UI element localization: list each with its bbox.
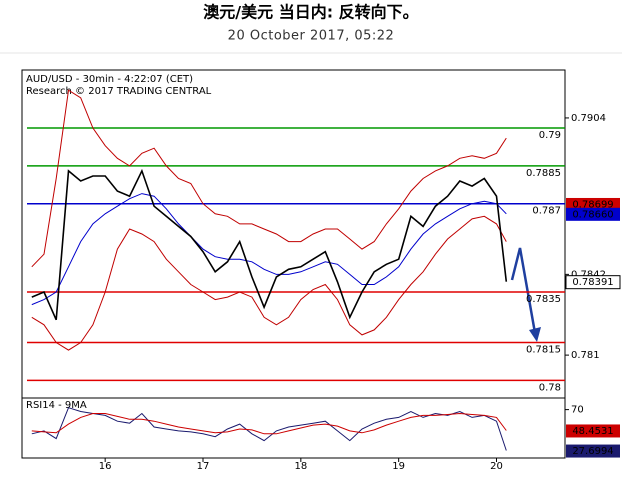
value-box-label: 0.78699 (572, 199, 613, 210)
value-box-label: 0.78660 (572, 209, 613, 220)
level-label: 0.79 (539, 130, 561, 141)
chart-title: AUD/USD - 30min - 4:22:07 (CET) (26, 74, 193, 85)
series-line (31, 412, 507, 435)
page-title: 澳元/美元 当日内: 反转向下。 (203, 3, 418, 22)
series-line (31, 168, 508, 321)
x-tick-label: 16 (99, 461, 112, 472)
plot-area (27, 89, 565, 382)
x-tick-label: 20 (490, 461, 503, 472)
y-tick-label: 0.781 (571, 350, 600, 361)
y-tick-label: 0.7842 (571, 269, 606, 280)
level-label: 0.7885 (526, 168, 561, 179)
last-value-box (566, 444, 620, 458)
plot-area (31, 407, 507, 451)
x-tick-label: 18 (294, 461, 307, 472)
last-value-label: 0.78391 (572, 277, 613, 288)
page-date: 20 October 2017, 05:22 (228, 29, 395, 44)
series-line (31, 193, 507, 306)
rsi-title: RSI14 - 9MA (26, 400, 87, 411)
chart-subtitle: Research © 2017 TRADING CENTRAL (26, 86, 212, 97)
last-value-box (565, 275, 621, 290)
x-tick-label: 17 (197, 461, 210, 472)
series-line (31, 89, 507, 268)
series-line (31, 215, 507, 351)
chart-frame (21, 69, 566, 459)
y-tick-label: 70 (571, 405, 584, 416)
value-box (566, 207, 620, 221)
forecast-arrow (510, 247, 537, 334)
level-label: 0.7835 (526, 294, 561, 305)
level-label: 0.78 (539, 382, 561, 393)
last-value-label: 27.6994 (572, 446, 613, 457)
level-label: 0.787 (532, 206, 561, 217)
last-value-box (566, 424, 620, 438)
y-tick-label: 0.7904 (571, 113, 606, 124)
level-label: 0.7815 (526, 344, 561, 355)
last-value-label: 48.4531 (572, 426, 613, 437)
x-tick-label: 19 (392, 461, 405, 472)
value-box (566, 197, 620, 211)
forecast-arrowhead (529, 327, 541, 342)
